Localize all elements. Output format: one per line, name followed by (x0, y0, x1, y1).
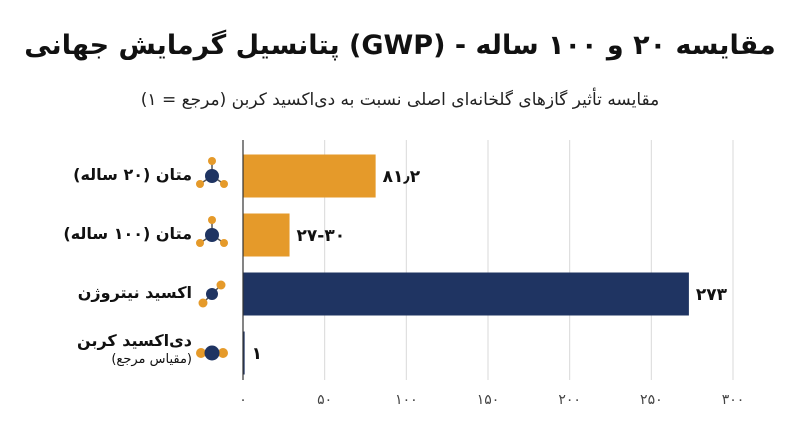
category-name: اکسید نیتروژن (77, 283, 192, 302)
bar (243, 272, 689, 316)
data-label: ۲۷-۳۰ (297, 226, 346, 246)
bar (243, 154, 376, 198)
bar (243, 213, 290, 257)
methane-molecule-icon (196, 216, 228, 247)
methane-molecule-icon (196, 157, 228, 188)
nitrous-oxide-molecule-icon (198, 280, 226, 308)
category-name: متان (۱۰۰ ساله) (63, 224, 192, 243)
category-name: دی‌اکسید کربن (77, 331, 192, 350)
category-note: (مقیاس مرجع) (111, 352, 192, 367)
data-label: ۸۱٫۲ (383, 167, 421, 187)
x-tick-label: ۱۵۰ (477, 392, 500, 408)
carbon-dioxide-molecule-icon (196, 345, 228, 361)
category-label: متان (۱۰۰ ساله) (63, 224, 192, 243)
category-label: دی‌اکسید کربن (مقیاس مرجع) (77, 331, 192, 367)
x-tick-label: ۱۰۰ (395, 392, 418, 408)
x-tick-label: ۲۰۰ (558, 392, 581, 408)
chart-subtitle: مقایسه تأثیر گازهای گلخانه‌ای اصلی نسبت … (140, 90, 660, 110)
x-tick-label: ۲۵۰ (640, 392, 663, 408)
category-label: متان (۲۰ ساله) (73, 165, 192, 184)
x-tick-label: ۰ (239, 392, 247, 408)
category-label: اکسید نیتروژن (78, 283, 192, 302)
category-name: متان (۲۰ ساله) (73, 165, 192, 184)
x-tick-label: ۵۰ (317, 392, 332, 408)
chart-title: پتانسیل گرمایش جهانی (GWP) - مقایسه ۲۰ و… (24, 30, 776, 61)
data-label: ۱ (252, 344, 262, 364)
data-label: ۲۷۳ (696, 285, 728, 305)
x-tick-label: ۳۰۰ (722, 392, 745, 408)
bar (243, 331, 245, 375)
